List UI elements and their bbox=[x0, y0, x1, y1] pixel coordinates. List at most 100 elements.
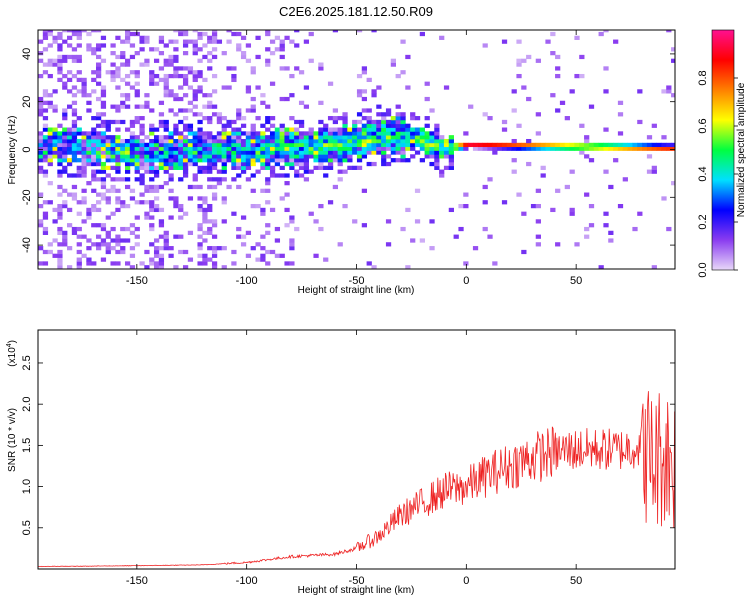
spectrogram-cell bbox=[400, 142, 406, 148]
spectrogram-cell bbox=[105, 135, 111, 140]
spectrogram-cell bbox=[202, 169, 208, 174]
spectrogram-cell bbox=[327, 146, 334, 151]
spectrogram-cell bbox=[424, 116, 430, 121]
spectrogram-cell bbox=[139, 165, 145, 170]
spectrogram-cell bbox=[202, 138, 208, 144]
spectrogram-cell bbox=[66, 223, 73, 228]
spectrogram-cell bbox=[144, 39, 150, 44]
spectrogram-cell bbox=[530, 203, 537, 209]
spectrogram-cell bbox=[139, 200, 145, 205]
spectrogram-cell bbox=[463, 261, 469, 266]
spectrogram-cell bbox=[124, 127, 131, 132]
spectrogram-cell bbox=[318, 226, 324, 232]
x-tick-label: 50 bbox=[570, 575, 582, 587]
spectrogram-cell bbox=[308, 150, 314, 155]
spectrogram-cell bbox=[134, 161, 140, 167]
spectrogram-cell bbox=[71, 47, 78, 52]
spectrogram-cell bbox=[265, 142, 271, 148]
spectrogram-cell bbox=[187, 108, 194, 113]
spectrogram-cell bbox=[221, 123, 227, 128]
spectrogram-cell bbox=[250, 70, 256, 75]
spectrogram-cell bbox=[76, 169, 82, 174]
spectrogram-cell bbox=[289, 93, 295, 98]
spectrogram-cell bbox=[153, 188, 160, 193]
spectrogram-cell bbox=[66, 35, 73, 40]
spectrogram-cell bbox=[120, 77, 126, 83]
spectrogram-cell bbox=[511, 169, 517, 174]
spectrogram-cell bbox=[149, 138, 155, 144]
spectrogram-cell bbox=[298, 70, 305, 75]
spectrogram-cell bbox=[443, 165, 450, 170]
spectrogram-cell bbox=[395, 131, 401, 136]
spectrogram-cell bbox=[57, 249, 63, 255]
spectrogram-cell bbox=[158, 165, 165, 170]
spectrogram-cell bbox=[294, 43, 300, 48]
spectrogram-cell bbox=[298, 158, 305, 163]
spectrogram-cell bbox=[95, 30, 102, 33]
spectrogram-cell bbox=[564, 116, 570, 121]
spectrogram-cell bbox=[216, 154, 223, 159]
spectrogram-cell bbox=[163, 154, 169, 159]
spectrogram-cell bbox=[646, 154, 653, 159]
spectrogram-cell bbox=[327, 154, 334, 159]
spectrogram-cell bbox=[197, 135, 203, 140]
spectrogram-cell bbox=[395, 142, 401, 148]
spectrogram-cell bbox=[400, 146, 406, 151]
spectrogram-cell bbox=[289, 242, 295, 247]
y-tick-label: 1.0 bbox=[21, 479, 33, 494]
spectrogram-cell bbox=[231, 211, 237, 216]
spectrogram-cell bbox=[182, 146, 189, 151]
spectrogram-cell bbox=[71, 138, 78, 144]
spectrogram-cell bbox=[250, 150, 256, 155]
spectrogram-cell bbox=[182, 77, 189, 83]
spectrogram-cell bbox=[559, 142, 566, 148]
spectrogram-cell bbox=[115, 169, 121, 174]
spectrogram-cell bbox=[308, 135, 314, 140]
spectrogram-cell bbox=[81, 158, 87, 163]
spectrogram-cell bbox=[269, 51, 276, 56]
spectrogram-cell bbox=[197, 89, 203, 94]
spectrogram-cell bbox=[405, 85, 411, 90]
spectrogram-cell bbox=[269, 249, 276, 255]
spectrogram-cell bbox=[245, 177, 252, 182]
spectrogram-cell bbox=[153, 253, 160, 258]
spectrogram-cell bbox=[622, 177, 628, 182]
spectrogram-cell bbox=[327, 81, 334, 86]
spectrogram-x-label: Height of straight line (km) bbox=[298, 285, 415, 296]
spectrogram-cell bbox=[149, 142, 155, 148]
spectrogram-cell bbox=[168, 131, 174, 136]
spectrogram-cell bbox=[100, 154, 107, 159]
spectrogram-cell bbox=[443, 138, 450, 144]
spectrogram-cell bbox=[66, 173, 73, 178]
spectrogram-cell bbox=[342, 154, 348, 159]
spectrogram-cell bbox=[637, 89, 643, 94]
spectrogram-cell bbox=[424, 96, 430, 102]
spectrogram-cell bbox=[318, 138, 324, 144]
spectrogram-cell bbox=[337, 131, 343, 136]
spectrogram-cell bbox=[366, 146, 372, 151]
spectrogram-cell bbox=[105, 234, 111, 239]
colorbar-tick-label: 0.8 bbox=[697, 70, 709, 85]
spectrogram-cell bbox=[352, 123, 358, 128]
spectrogram-cell bbox=[182, 150, 189, 155]
spectrogram-cell bbox=[168, 215, 174, 220]
spectrogram-cell bbox=[250, 246, 256, 251]
spectrogram-cell bbox=[197, 47, 203, 52]
spectrogram-cell bbox=[57, 154, 63, 159]
spectrogram-cell bbox=[158, 138, 165, 144]
spectrogram-cell bbox=[149, 184, 155, 190]
spectrogram-cell bbox=[91, 207, 97, 213]
spectrogram-cell bbox=[434, 135, 440, 140]
spectrogram-cell bbox=[588, 142, 595, 148]
spectrogram-cell bbox=[332, 150, 339, 155]
colorbar-tick-label: 0.2 bbox=[697, 214, 709, 229]
spectrogram-cell bbox=[289, 161, 295, 167]
spectrogram-cell bbox=[323, 165, 329, 170]
spectrogram-cell bbox=[115, 150, 121, 155]
spectrogram-cell bbox=[298, 119, 305, 125]
spectrogram-cell bbox=[584, 135, 590, 140]
spectrogram-cell bbox=[115, 154, 121, 159]
spectrogram-cell bbox=[95, 200, 102, 205]
spectrogram-cell bbox=[207, 58, 213, 63]
spectrogram-cell bbox=[115, 207, 121, 213]
